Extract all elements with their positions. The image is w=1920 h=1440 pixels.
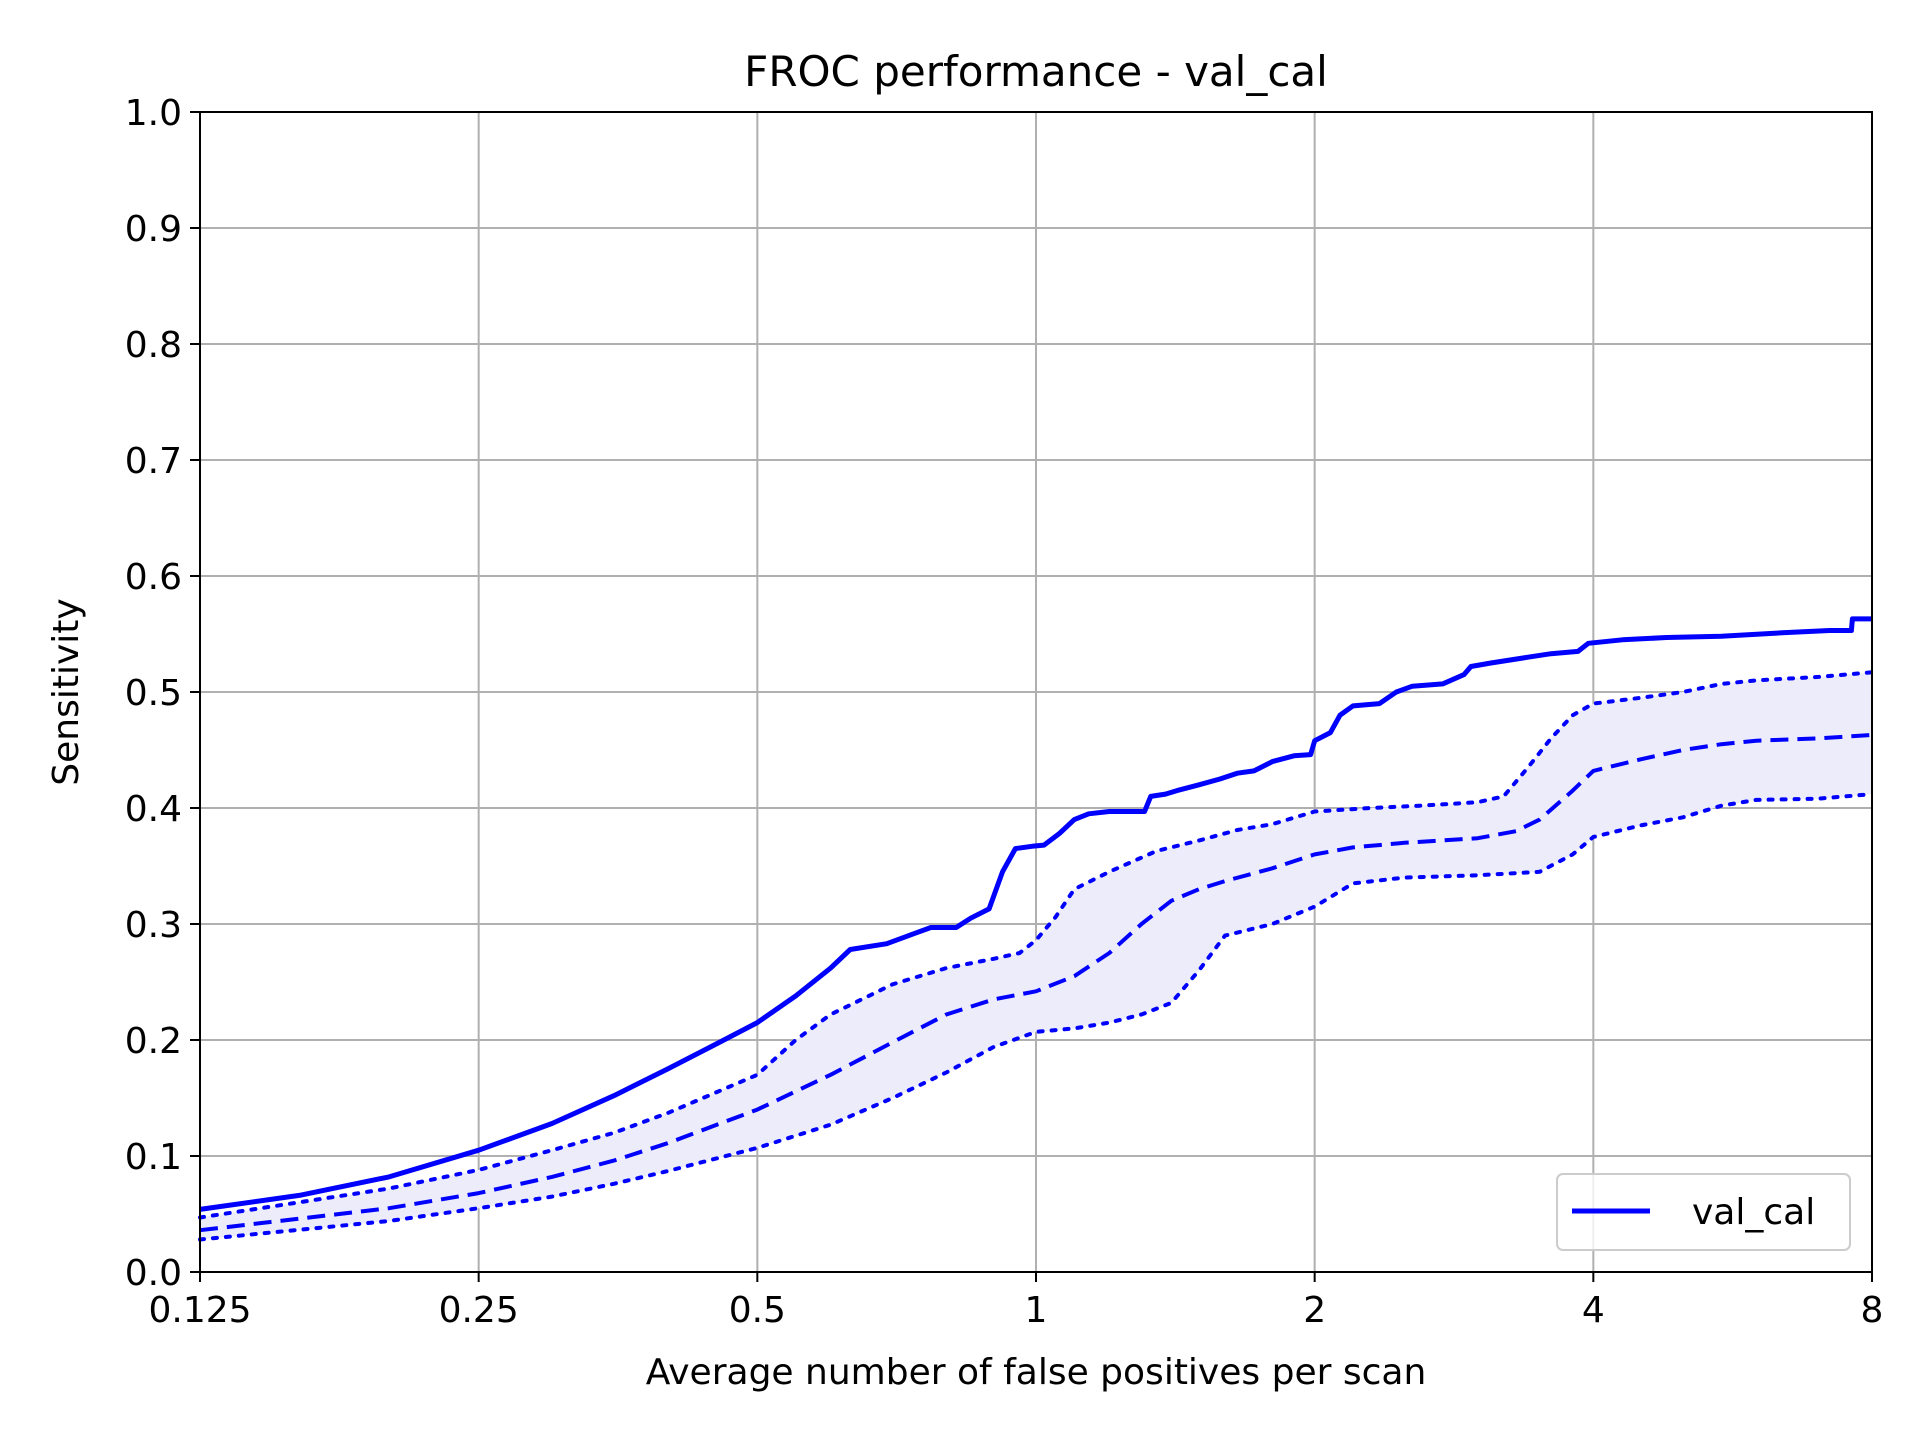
legend: val_cal — [1556, 1173, 1851, 1251]
x-tick-label: 1 — [1025, 1290, 1048, 1331]
series-line-0-solid — [199, 616, 1872, 1212]
y-tick-label: 0.8 — [125, 325, 182, 366]
series-line-2-dotted — [198, 670, 1874, 1220]
y-axis-label: Sensitivity — [46, 598, 87, 785]
confidence-band — [200, 672, 1872, 1240]
x-axis-label: Average number of false positives per sc… — [646, 1352, 1427, 1393]
y-tick-label: 0.3 — [125, 905, 182, 946]
legend-box — [1556, 1173, 1851, 1251]
x-tick-label: 4 — [1582, 1290, 1605, 1331]
series-line-3-dotted — [198, 792, 1874, 1242]
confidence-band-area — [200, 672, 1872, 1240]
x-tick-label: 0.125 — [148, 1290, 251, 1331]
y-tick-label: 0.2 — [125, 1021, 182, 1062]
y-tick-label: 0.4 — [125, 789, 182, 830]
legend-entry-label: val_cal — [1692, 1192, 1815, 1233]
axis-ticks: 0.125 0.25 0.5 1 2 4 8 0.0 0.1 0.2 0.3 0.4 0.5 0.6 0.7… — [125, 93, 1884, 1331]
chart-title: FROC performance - val_cal — [744, 47, 1328, 96]
y-tick-label: 0.7 — [125, 441, 182, 482]
y-tick-label: 0.1 — [125, 1137, 182, 1178]
x-tick-label: 0.25 — [439, 1290, 519, 1331]
x-tick-label: 8 — [1861, 1290, 1884, 1331]
x-tick-label: 0.5 — [729, 1290, 786, 1331]
series-line-1-dashed — [199, 732, 1873, 1233]
y-tick-label: 0.5 — [125, 673, 182, 714]
y-tick-label: 0.0 — [125, 1253, 182, 1294]
series-lines — [198, 616, 1874, 1242]
x-tick-label: 2 — [1303, 1290, 1326, 1331]
y-tick-label: 1.0 — [125, 93, 182, 134]
y-tick-label: 0.9 — [125, 209, 182, 250]
y-tick-label: 0.6 — [125, 557, 182, 598]
